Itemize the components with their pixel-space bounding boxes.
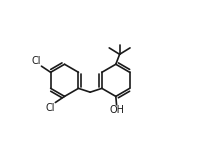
Text: OH: OH xyxy=(109,105,123,115)
Text: Cl: Cl xyxy=(31,56,40,66)
Text: Cl: Cl xyxy=(45,103,54,113)
